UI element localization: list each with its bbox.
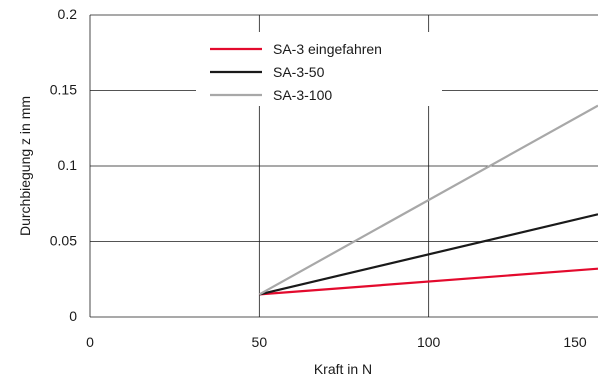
- plot-area: [258, 104, 598, 296]
- x-tick-label: 0: [86, 334, 94, 350]
- y-tick-label: 0.2: [58, 6, 78, 22]
- legend: SA-3 eingefahren SA-3-50 SA-3-100: [210, 41, 382, 103]
- legend-label: SA-3-50: [273, 64, 325, 80]
- x-tick-label: 150: [563, 334, 587, 350]
- legend-label: SA-3 eingefahren: [273, 41, 382, 57]
- x-tick-label: 50: [252, 334, 268, 350]
- series-line-3: [258, 104, 598, 296]
- y-tick-label: 0.1: [58, 157, 78, 173]
- grid: [89, 14, 598, 318]
- series-line-1: [259, 267, 598, 296]
- y-tick-label: 0.05: [50, 233, 77, 249]
- tick-labels: 0 0.05 0.1 0.15 0.2 0 50 100 150: [50, 6, 587, 350]
- series-line-2: [259, 213, 598, 296]
- legend-label: SA-3-100: [273, 87, 332, 103]
- y-tick-label: 0: [69, 308, 77, 324]
- y-tick-label: 0.15: [50, 82, 77, 98]
- y-axis-label: Durchbiegung z in mm: [17, 96, 33, 236]
- x-axis-label: Kraft in N: [314, 361, 372, 377]
- x-tick-label: 100: [417, 334, 441, 350]
